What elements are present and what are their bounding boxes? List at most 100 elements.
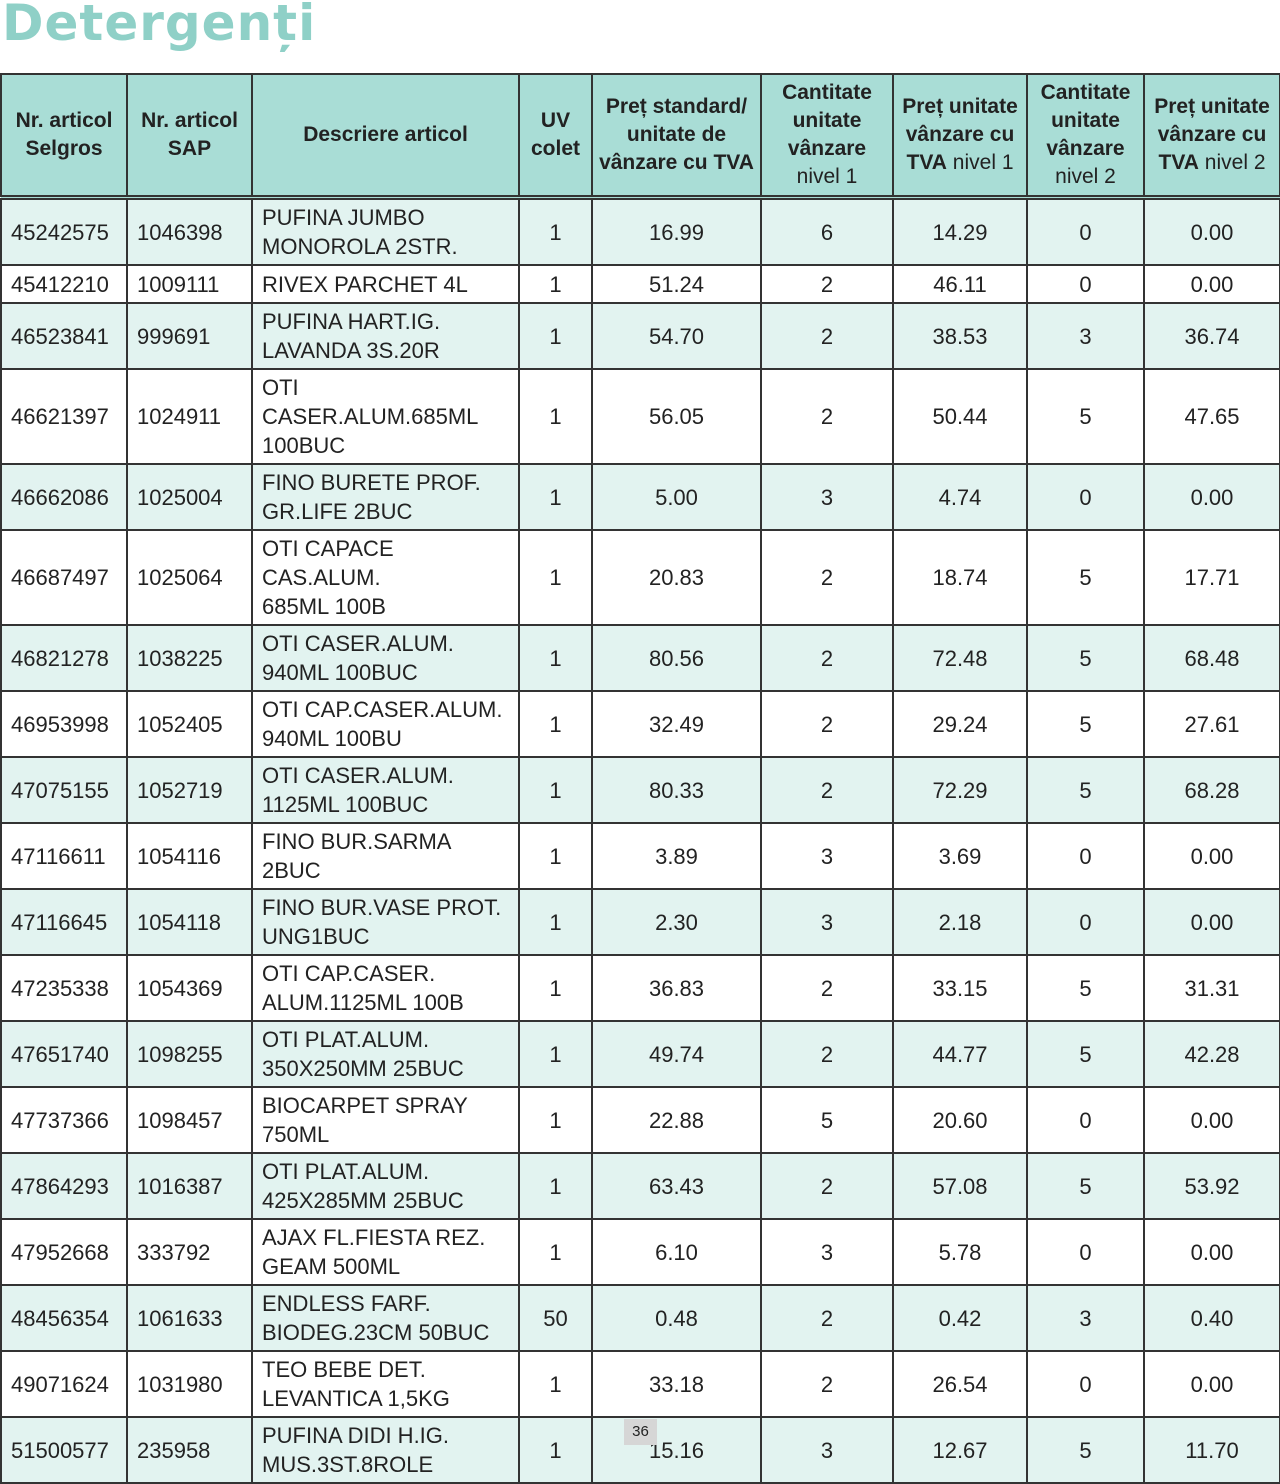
table-cell: 45242575 bbox=[0, 196, 128, 266]
description-line: 100BUC bbox=[262, 433, 346, 458]
table-cell: 68.28 bbox=[1143, 756, 1280, 824]
table-row: 48456354 1061633 ENDLESS FARF. BIODEG.23CM … bbox=[0, 1284, 1280, 1352]
table-cell: 2.18 bbox=[892, 888, 1028, 956]
table-cell: 3 bbox=[760, 463, 894, 531]
table-cell: 1 bbox=[518, 264, 593, 304]
table-cell: 1054118 bbox=[126, 888, 253, 956]
table-cell: 5 bbox=[1026, 1152, 1145, 1220]
table-cell: 1054369 bbox=[126, 954, 253, 1022]
table-row: 46953998 1052405 OTI CAP.CASER.ALUM. 940ML … bbox=[0, 690, 1280, 758]
table-cell: 1 bbox=[518, 624, 593, 692]
description-cell: OTI CASER.ALUM. 1125ML 100BUC bbox=[251, 756, 520, 824]
header-text: Nr. articol SAP bbox=[141, 109, 238, 160]
table-cell: 1 bbox=[518, 196, 593, 266]
table-cell: 0 bbox=[1026, 822, 1145, 890]
description-line: OTI CASER.ALUM. bbox=[262, 631, 454, 656]
table-cell: 1025064 bbox=[126, 529, 253, 626]
table-cell: 1038225 bbox=[126, 624, 253, 692]
table-cell: 46662086 bbox=[0, 463, 128, 531]
table-row: 46621397 1024911 OTI CASER.ALUM.685ML 100BU… bbox=[0, 368, 1280, 465]
table-cell: 1054116 bbox=[126, 822, 253, 890]
table-row: 47116611 1054116 FINO BUR.SARMA 2BUC 1 3.89 3… bbox=[0, 822, 1280, 890]
price-table: Nr. articol Selgros Nr. articol SAP Descri… bbox=[0, 73, 1280, 1484]
table-cell: 20.60 bbox=[892, 1086, 1028, 1154]
table-cell: 3 bbox=[760, 822, 894, 890]
table-cell: 3 bbox=[760, 1416, 894, 1484]
table-cell: 47651740 bbox=[0, 1020, 128, 1088]
table-cell: 14.29 bbox=[892, 196, 1028, 266]
table-cell: 47864293 bbox=[0, 1152, 128, 1220]
header-text: nivel 2 bbox=[1055, 165, 1116, 188]
table-cell: 5 bbox=[1026, 624, 1145, 692]
table-cell: 5 bbox=[760, 1086, 894, 1154]
table-cell: 20.83 bbox=[591, 529, 762, 626]
table-cell: 32.49 bbox=[591, 690, 762, 758]
table-cell: 0.00 bbox=[1143, 1350, 1280, 1418]
table-cell: 3.89 bbox=[591, 822, 762, 890]
header-text: Cantitate unitate vânzare bbox=[782, 81, 872, 160]
description-line: OTI CAP.CASER.ALUM. bbox=[262, 697, 503, 722]
table-cell: 80.56 bbox=[591, 624, 762, 692]
description-line: UNG1BUC bbox=[262, 924, 370, 949]
table-cell: 1046398 bbox=[126, 196, 253, 266]
table-cell: 57.08 bbox=[892, 1152, 1028, 1220]
table-cell: 2 bbox=[760, 529, 894, 626]
table-cell: 1 bbox=[518, 1350, 593, 1418]
table-cell: 51500577 bbox=[0, 1416, 128, 1484]
table-cell: 0.00 bbox=[1143, 264, 1280, 304]
table-cell: 0.48 bbox=[591, 1284, 762, 1352]
column-header: Preț standard/ unitate de vânzare cu TVA bbox=[591, 73, 762, 200]
table-cell: 36.83 bbox=[591, 954, 762, 1022]
table-cell: 48456354 bbox=[0, 1284, 128, 1352]
description-line: GEAM 500ML bbox=[262, 1254, 401, 1279]
table-cell: 5 bbox=[1026, 954, 1145, 1022]
table-cell: 1 bbox=[518, 690, 593, 758]
table-cell: 5 bbox=[1026, 1416, 1145, 1484]
table-cell: 0.00 bbox=[1143, 1218, 1280, 1286]
table-cell: 42.28 bbox=[1143, 1020, 1280, 1088]
table-cell: 38.53 bbox=[892, 302, 1028, 370]
table-cell: 1 bbox=[518, 368, 593, 465]
table-cell: 1 bbox=[518, 1152, 593, 1220]
table-cell: 5.00 bbox=[591, 463, 762, 531]
table-cell: 47.65 bbox=[1143, 368, 1280, 465]
table-cell: 1016387 bbox=[126, 1152, 253, 1220]
column-header: Nr. articol Selgros bbox=[0, 73, 128, 200]
description-line: MUS.3ST.8ROLE bbox=[262, 1452, 434, 1477]
header-text: Preț standard/ unitate de vânzare cu TVA bbox=[599, 95, 754, 174]
table-cell: 6 bbox=[760, 196, 894, 266]
table-row: 47952668 333792 AJAX FL.FIESTA REZ. GEAM 50… bbox=[0, 1218, 1280, 1286]
table-cell: 0 bbox=[1026, 888, 1145, 956]
table-cell: 2 bbox=[760, 264, 894, 304]
table-cell: 47952668 bbox=[0, 1218, 128, 1286]
table-cell: 47116645 bbox=[0, 888, 128, 956]
table-row: 45412210 1009111 RIVEX PARCHET 4L 1 51.24 2 46… bbox=[0, 264, 1280, 304]
table-cell: 51.24 bbox=[591, 264, 762, 304]
table-cell: 46953998 bbox=[0, 690, 128, 758]
table-cell: 1025004 bbox=[126, 463, 253, 531]
description-cell: BIOCARPET SPRAY 750ML bbox=[251, 1086, 520, 1154]
description-cell: OTI CAP.CASER.ALUM. 940ML 100BU bbox=[251, 690, 520, 758]
description-line: 685ML 100B bbox=[262, 594, 386, 619]
table-cell: 1 bbox=[518, 1086, 593, 1154]
table-cell: 0 bbox=[1026, 196, 1145, 266]
header-text: nivel 2 bbox=[1204, 151, 1266, 174]
description-cell: FINO BUR.VASE PROT. UNG1BUC bbox=[251, 888, 520, 956]
table-cell: 1031980 bbox=[126, 1350, 253, 1418]
table-cell: 1024911 bbox=[126, 368, 253, 465]
description-line: 350X250MM 25BUC bbox=[262, 1056, 464, 1081]
description-cell: AJAX FL.FIESTA REZ. GEAM 500ML bbox=[251, 1218, 520, 1286]
description-line: RIVEX PARCHET 4L bbox=[262, 271, 468, 297]
table-cell: 50.44 bbox=[892, 368, 1028, 465]
table-cell: 1052405 bbox=[126, 690, 253, 758]
description-cell: PUFINA DIDI H.IG. MUS.3ST.8ROLE bbox=[251, 1416, 520, 1484]
table-cell: 5.78 bbox=[892, 1218, 1028, 1286]
table-cell: 0.00 bbox=[1143, 463, 1280, 531]
table-row: 46523841 999691 PUFINA HART.IG. LAVANDA 3S.… bbox=[0, 302, 1280, 370]
description-line: FINO BUR.SARMA 2BUC bbox=[262, 829, 451, 883]
table-cell: 2 bbox=[760, 624, 894, 692]
table-cell: 15.16 bbox=[591, 1416, 762, 1484]
table-cell: 1 bbox=[518, 529, 593, 626]
table-cell: 0 bbox=[1026, 1086, 1145, 1154]
column-header: Preț unitate vânzare cu TVA nivel 1 bbox=[892, 73, 1028, 200]
